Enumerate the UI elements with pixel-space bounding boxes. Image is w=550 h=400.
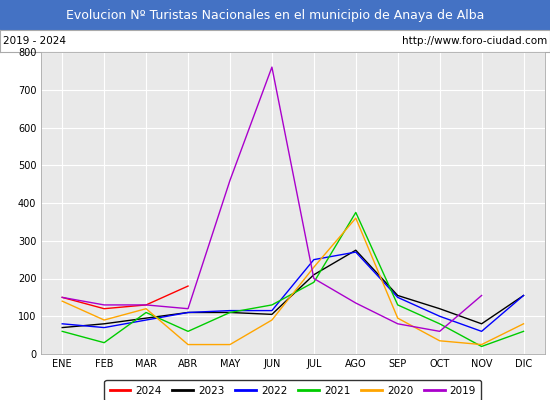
Text: Evolucion Nº Turistas Nacionales en el municipio de Anaya de Alba: Evolucion Nº Turistas Nacionales en el m…: [66, 8, 484, 22]
Legend: 2024, 2023, 2022, 2021, 2020, 2019: 2024, 2023, 2022, 2021, 2020, 2019: [104, 380, 481, 400]
Text: 2019 - 2024: 2019 - 2024: [3, 36, 66, 46]
Text: http://www.foro-ciudad.com: http://www.foro-ciudad.com: [402, 36, 547, 46]
